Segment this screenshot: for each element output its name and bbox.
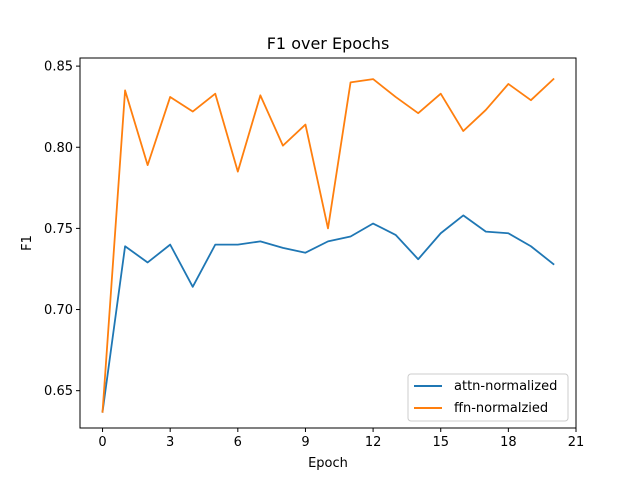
- y-tick-label: 0.65: [44, 384, 73, 399]
- x-tick-label: 21: [568, 435, 585, 450]
- x-tick-label: 9: [301, 435, 309, 450]
- x-tick-label: 18: [500, 435, 517, 450]
- legend-label-attn: attn-normalized: [454, 379, 557, 394]
- x-tick-label: 12: [365, 435, 382, 450]
- x-axis-label: Epoch: [308, 456, 348, 471]
- series-line-attn-normalized: [101, 214, 555, 413]
- y-tick-label: 0.85: [44, 60, 73, 75]
- legend-box: [407, 373, 569, 422]
- legend: attn-normalized ffn-normalzied: [407, 373, 569, 422]
- y-axis-label: F1: [20, 235, 35, 251]
- y-tick-label: 0.75: [44, 222, 73, 237]
- y-tick-label: 0.70: [44, 303, 73, 318]
- x-tick-label: 0: [98, 435, 106, 450]
- plot-frame: [79, 57, 577, 429]
- y-axis: 0.65 0.70 0.75 0.80 0.85: [44, 60, 80, 399]
- plot-lines: [101, 77, 555, 413]
- series-line-ffn-normalized: [101, 77, 555, 413]
- x-tick-label: 6: [234, 435, 242, 450]
- x-tick-label: 3: [166, 435, 174, 450]
- legend-label-ffn: ffn-normalzied: [454, 401, 548, 416]
- y-tick-label: 0.80: [44, 141, 73, 156]
- chart-title: F1 over Epochs: [267, 34, 390, 53]
- x-tick-label: 15: [432, 435, 449, 450]
- x-axis: 0 3 6 9 12 15 18 21: [98, 428, 584, 450]
